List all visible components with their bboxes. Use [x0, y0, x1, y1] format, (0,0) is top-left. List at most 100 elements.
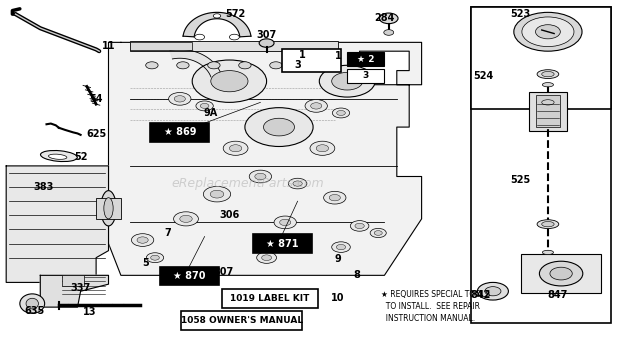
- Circle shape: [210, 190, 224, 198]
- Circle shape: [350, 221, 369, 231]
- Text: 307: 307: [213, 267, 233, 277]
- Bar: [160, 267, 219, 285]
- Bar: [347, 52, 384, 66]
- Circle shape: [384, 30, 394, 35]
- Circle shape: [151, 255, 159, 260]
- Circle shape: [332, 72, 363, 90]
- Text: 9: 9: [335, 255, 341, 264]
- Circle shape: [223, 141, 248, 155]
- Circle shape: [245, 108, 313, 146]
- Circle shape: [211, 71, 248, 92]
- Circle shape: [229, 34, 239, 40]
- Circle shape: [324, 191, 346, 204]
- Circle shape: [203, 186, 231, 202]
- Circle shape: [379, 13, 398, 24]
- Bar: [130, 41, 338, 51]
- Text: 5: 5: [143, 258, 149, 268]
- Circle shape: [146, 253, 164, 263]
- Ellipse shape: [542, 100, 554, 105]
- Text: 1019 LABEL KIT: 1019 LABEL KIT: [230, 294, 309, 303]
- Text: 7: 7: [164, 228, 171, 238]
- Ellipse shape: [537, 220, 559, 229]
- Ellipse shape: [542, 222, 554, 227]
- Polygon shape: [6, 166, 108, 282]
- Circle shape: [329, 195, 340, 201]
- Circle shape: [311, 103, 322, 109]
- Text: 3: 3: [363, 71, 369, 80]
- Circle shape: [539, 261, 583, 286]
- Text: 1058 OWNER'S MANUAL: 1058 OWNER'S MANUAL: [181, 316, 303, 325]
- Circle shape: [229, 145, 242, 152]
- Text: 284: 284: [374, 13, 394, 23]
- Bar: [471, 7, 611, 323]
- Circle shape: [200, 103, 209, 108]
- Circle shape: [249, 170, 272, 183]
- Circle shape: [192, 60, 267, 102]
- Text: 1: 1: [299, 50, 306, 60]
- Circle shape: [319, 65, 375, 97]
- Bar: [347, 69, 384, 83]
- Ellipse shape: [26, 298, 38, 309]
- Circle shape: [355, 223, 365, 229]
- Circle shape: [180, 215, 192, 222]
- Circle shape: [270, 62, 282, 69]
- Bar: [253, 234, 312, 253]
- Circle shape: [239, 62, 251, 69]
- Ellipse shape: [48, 154, 67, 159]
- Ellipse shape: [537, 98, 559, 107]
- Circle shape: [195, 34, 205, 40]
- Text: ★ 2: ★ 2: [357, 55, 374, 64]
- Ellipse shape: [542, 83, 554, 87]
- Text: ★ REQUIRES SPECIAL TOOLS
  TO INSTALL.  SEE REPAIR
  INSTRUCTION MANUAL.: ★ REQUIRES SPECIAL TOOLS TO INSTALL. SEE…: [381, 291, 490, 323]
- Circle shape: [274, 216, 296, 229]
- Circle shape: [177, 62, 189, 69]
- Bar: [150, 123, 210, 142]
- Circle shape: [264, 118, 294, 136]
- Text: 847: 847: [548, 290, 568, 300]
- Circle shape: [280, 219, 291, 226]
- Bar: [130, 42, 192, 50]
- Text: ★ 871: ★ 871: [266, 239, 298, 249]
- Circle shape: [336, 244, 346, 250]
- Circle shape: [174, 96, 185, 102]
- Circle shape: [514, 12, 582, 51]
- Polygon shape: [183, 12, 251, 37]
- Circle shape: [169, 92, 191, 105]
- Circle shape: [316, 145, 329, 152]
- Text: 523: 523: [511, 9, 531, 19]
- Circle shape: [550, 267, 572, 280]
- Text: 306: 306: [219, 210, 239, 220]
- Circle shape: [131, 234, 154, 246]
- Text: 11: 11: [102, 41, 115, 51]
- Ellipse shape: [40, 150, 78, 162]
- Text: 635: 635: [24, 306, 44, 316]
- Bar: [181, 311, 303, 330]
- Text: 13: 13: [83, 307, 97, 317]
- Text: 8: 8: [353, 270, 360, 280]
- Bar: [222, 289, 317, 308]
- Polygon shape: [108, 42, 422, 275]
- Circle shape: [485, 287, 501, 296]
- Bar: [521, 254, 601, 293]
- Circle shape: [337, 110, 345, 115]
- Polygon shape: [170, 49, 221, 77]
- Circle shape: [208, 62, 220, 69]
- Circle shape: [137, 237, 148, 243]
- Text: 525: 525: [511, 175, 531, 185]
- Text: 572: 572: [226, 9, 246, 19]
- Circle shape: [310, 141, 335, 155]
- Circle shape: [257, 252, 277, 263]
- Bar: [536, 95, 560, 127]
- Circle shape: [332, 108, 350, 118]
- Text: 52: 52: [74, 152, 87, 162]
- Text: 383: 383: [33, 182, 53, 192]
- Circle shape: [288, 178, 307, 189]
- Ellipse shape: [104, 198, 113, 219]
- Bar: [282, 49, 341, 72]
- Circle shape: [477, 282, 508, 300]
- Ellipse shape: [542, 71, 554, 77]
- Text: 10: 10: [331, 293, 345, 303]
- Bar: [471, 7, 611, 109]
- Text: ★ 870: ★ 870: [173, 271, 205, 281]
- Text: 307: 307: [257, 30, 277, 40]
